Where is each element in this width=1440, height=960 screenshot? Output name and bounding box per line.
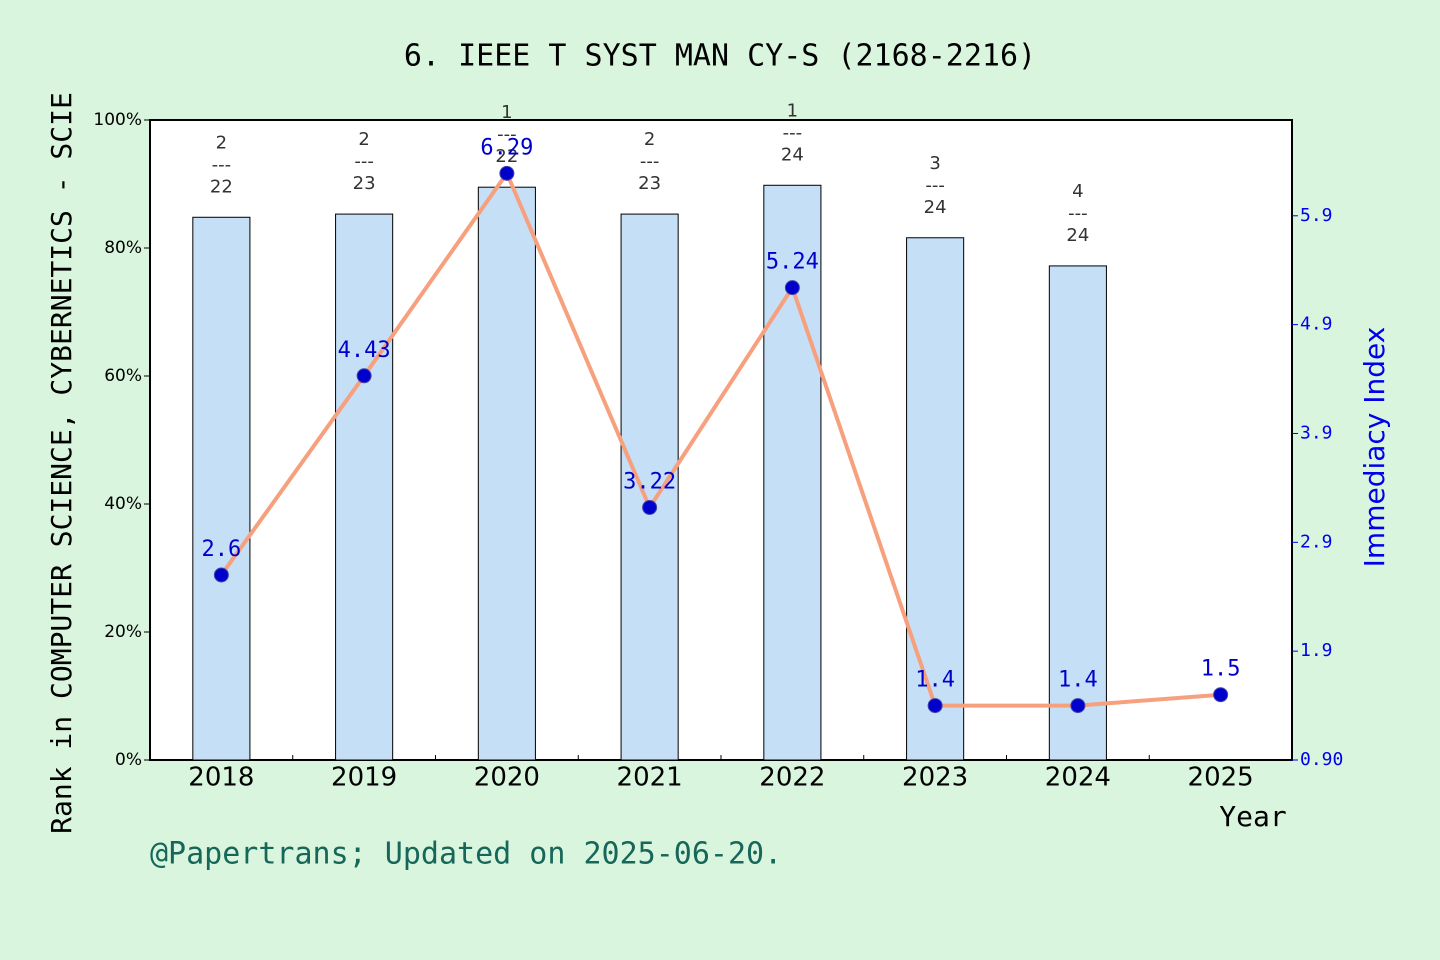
point	[356, 368, 372, 384]
bar	[477, 186, 536, 761]
y-tick-label: 20%	[104, 622, 142, 642]
rank-label: 23	[353, 173, 376, 194]
rank-label: 4	[1072, 181, 1083, 202]
x-tick-label: 2023	[902, 763, 968, 793]
y2-tick-label: 0.90	[1300, 749, 1343, 770]
point	[499, 165, 515, 181]
y-axis-label: Rank in COMPUTER SCIENCE, CYBERNETICS - …	[45, 92, 78, 834]
rank-label: ---	[1068, 203, 1088, 224]
y-tick-label: 0%	[115, 750, 142, 770]
y2-tick-label: 2.9	[1300, 531, 1333, 552]
point	[927, 698, 943, 714]
rank-label: ---	[497, 124, 517, 145]
y-tick-label: 80%	[104, 238, 142, 258]
rank-label: 2	[216, 132, 227, 153]
bar	[1048, 265, 1107, 761]
rank-label: 1	[787, 100, 798, 121]
y2-tick-label: 4.9	[1300, 314, 1333, 335]
chart-title: 6. IEEE T SYST MAN CY-S (2168-2216)	[404, 39, 1036, 74]
y2-tick-label: 5.9	[1300, 205, 1333, 226]
point	[642, 499, 658, 515]
rank-label: 23	[638, 173, 661, 194]
data-label: 2.6	[202, 537, 242, 562]
rank-label: ---	[925, 175, 945, 196]
bar	[620, 213, 679, 761]
bar	[192, 216, 251, 761]
plot-area	[149, 119, 1293, 761]
point	[213, 567, 229, 583]
rank-label: 2	[644, 129, 655, 150]
data-label: 5.24	[766, 250, 819, 275]
x-tick-label: 2021	[617, 763, 683, 793]
rank-label: 24	[781, 144, 804, 165]
point	[1213, 687, 1229, 703]
rank-label: 22	[210, 176, 233, 197]
x-tick-label: 2025	[1188, 763, 1254, 793]
rank-label: 2	[358, 129, 369, 150]
x-tick-label: 2019	[331, 763, 397, 793]
y2-axis-label: Immediacy Index	[1358, 327, 1391, 568]
rank-label: ---	[783, 122, 803, 143]
y-tick-label: 40%	[104, 494, 142, 514]
footer: @Papertrans; Updated on 2025-06-20.	[150, 837, 782, 872]
rank-label: 3	[929, 153, 940, 174]
y-tick-label: 100%	[93, 110, 142, 130]
data-label: 1.4	[1058, 668, 1098, 693]
point	[784, 280, 800, 296]
data-label: 1.4	[915, 668, 955, 693]
y-tick-label: 60%	[104, 366, 142, 386]
rank-label: ---	[212, 154, 232, 175]
bar	[335, 213, 394, 761]
rank-label: ---	[640, 151, 660, 172]
line	[219, 169, 1221, 708]
y2-tick-label: 1.9	[1300, 640, 1333, 661]
x-tick-label: 2022	[759, 763, 825, 793]
bar	[906, 237, 965, 761]
y2-tick-label: 3.9	[1300, 422, 1333, 443]
x-tick-label: 2018	[188, 763, 254, 793]
rank-label: 24	[1066, 225, 1089, 246]
data-label: 1.5	[1201, 657, 1241, 682]
data-label: 6.29	[480, 135, 533, 160]
rank-label: 24	[924, 197, 947, 218]
x-axis-label: Year	[1219, 800, 1286, 833]
x-tick-label: 2020	[474, 763, 540, 793]
rank-label: ---	[354, 151, 374, 172]
point	[1070, 698, 1086, 714]
rank-label: 22	[495, 146, 518, 167]
data-label: 4.43	[338, 338, 391, 363]
data-label: 3.22	[623, 469, 676, 494]
rank-label: 1	[501, 102, 512, 123]
x-tick-label: 2024	[1045, 763, 1111, 793]
